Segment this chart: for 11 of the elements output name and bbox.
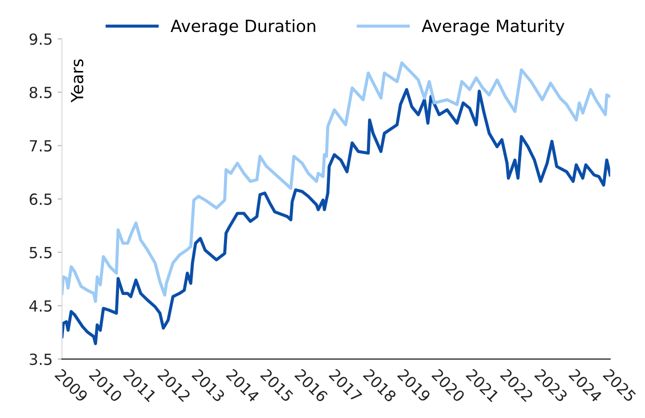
legend-label: Average Duration [170,19,316,36]
y-tick-label: 6.5 [30,193,52,205]
y-tick-label: 7.5 [30,140,52,152]
y-tick-label: 8.5 [30,86,52,98]
y-tick-label: 9.5 [30,33,52,45]
line-series [62,61,610,303]
y-tick-label: 3.5 [30,354,52,366]
y-axis-title: Years [70,59,84,103]
y-tick-label: 4.5 [29,300,52,312]
legend-label: Average Maturity [422,19,564,36]
y-tick-label: 5.5 [30,247,52,258]
